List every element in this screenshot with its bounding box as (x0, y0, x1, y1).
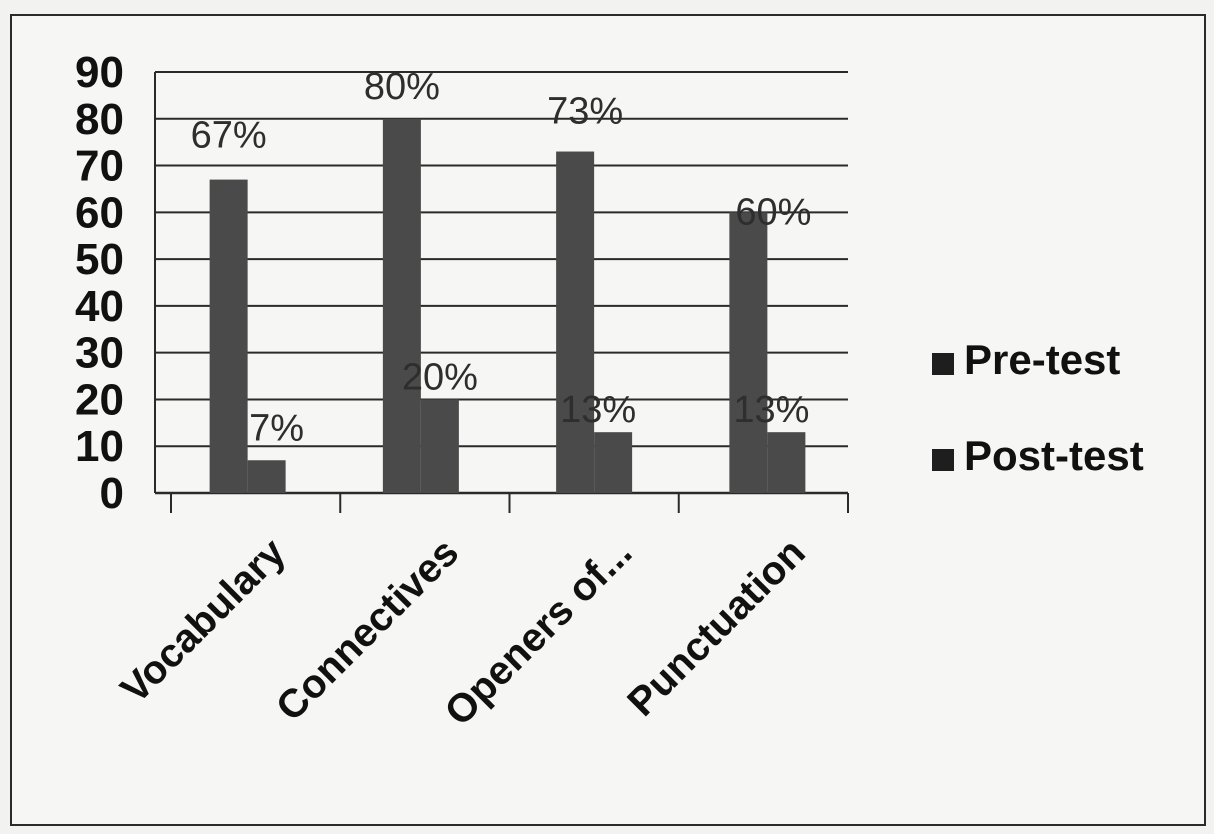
data-label-pre-test-0: 67% (191, 115, 267, 157)
y-tick-label-80: 80 (75, 95, 124, 144)
y-tick-label-60: 60 (75, 188, 124, 237)
y-tick-label-70: 70 (75, 142, 124, 191)
y-tick-label-10: 10 (75, 422, 124, 471)
bar-pre-test-1 (382, 118, 421, 494)
y-tick-label-30: 30 (75, 329, 124, 378)
y-tick-label-50: 50 (75, 235, 124, 284)
legend-label-post-test: Post-test (964, 432, 1144, 479)
x-tick-label-1: Connectives (268, 530, 467, 729)
bar-post-test-3 (767, 432, 806, 493)
legend-label-pre-test: Pre-test (964, 336, 1120, 383)
legend-swatch-post-test (932, 449, 954, 471)
y-tick-label-90: 90 (75, 48, 124, 97)
bar-pre-test-2 (556, 151, 595, 493)
bar-post-test-0 (247, 460, 286, 493)
data-label-post-test-2: 13% (560, 389, 636, 431)
bar-post-test-1 (420, 399, 459, 493)
y-tick-label-0: 0 (100, 469, 124, 518)
y-tick-label-20: 20 (75, 375, 124, 424)
legend-swatch-pre-test (932, 353, 954, 375)
y-tick-label-40: 40 (75, 282, 124, 331)
x-tick-label-3: Punctuation (619, 530, 814, 725)
chart-frame (10, 14, 1206, 826)
data-label-post-test-1: 20% (402, 356, 478, 398)
data-label-post-test-3: 13% (733, 389, 809, 431)
data-label-pre-test-3: 60% (735, 191, 811, 233)
bar-pre-test-0 (209, 179, 248, 494)
x-tick-label-0: Vocabulary (112, 530, 294, 712)
data-label-pre-test-2: 73% (547, 91, 623, 133)
data-label-post-test-0: 7% (249, 407, 304, 449)
data-label-pre-test-1: 80% (364, 66, 440, 108)
bar-post-test-2 (594, 432, 633, 493)
bar-pre-test-3 (729, 212, 768, 494)
x-tick-label-2: Openers of... (436, 530, 640, 734)
